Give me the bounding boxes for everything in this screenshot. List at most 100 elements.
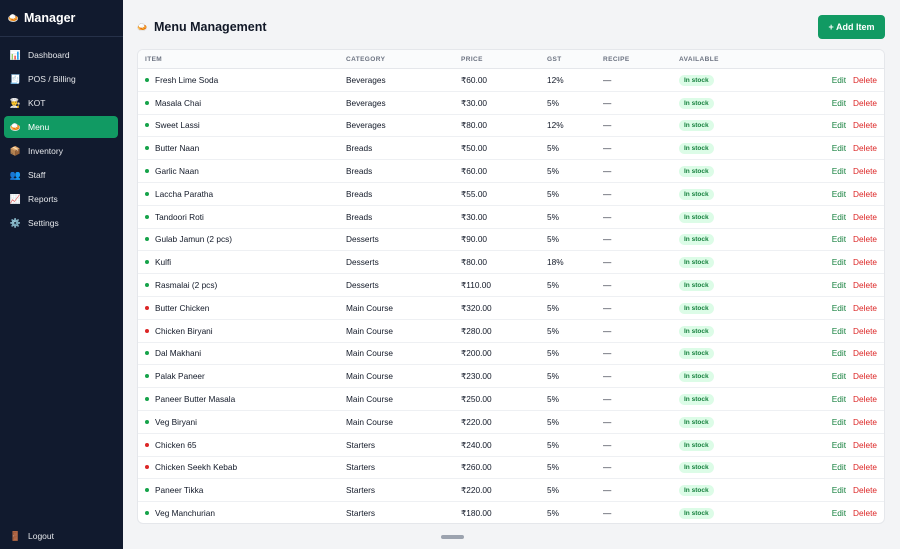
edit-link[interactable]: Edit — [831, 325, 847, 336]
delete-link[interactable]: Delete — [853, 439, 877, 450]
gst-cell: 5% — [547, 166, 559, 177]
edit-link[interactable]: Edit — [831, 234, 847, 245]
delete-link[interactable]: Delete — [853, 234, 877, 245]
category-cell: Breads — [346, 188, 373, 199]
column-header-available[interactable]: AVAILABLE — [679, 55, 719, 63]
delete-link[interactable]: Delete — [853, 416, 877, 427]
column-header-recipe[interactable]: RECIPE — [603, 55, 630, 63]
available-cell: In stock — [679, 325, 824, 337]
edit-link[interactable]: Edit — [831, 462, 847, 473]
edit-link[interactable]: Edit — [831, 280, 847, 291]
delete-link[interactable]: Delete — [853, 97, 877, 108]
sidebar-item-label: Inventory — [28, 146, 63, 156]
gst-cell: 12% — [547, 74, 564, 85]
delete-link[interactable]: Delete — [853, 74, 877, 85]
available-cell: In stock — [679, 165, 824, 178]
recipe-cell: — — [603, 234, 612, 245]
edit-link[interactable]: Edit — [831, 508, 847, 519]
edit-link[interactable]: Edit — [831, 371, 847, 382]
column-header-item[interactable]: ITEM — [145, 55, 163, 63]
sidebar-item-menu[interactable]: 🍛 Menu — [4, 116, 118, 138]
logout-button[interactable]: 🚪 Logout — [4, 529, 118, 543]
price-cell: ₹230.00 — [461, 371, 492, 382]
delete-link[interactable]: Delete — [853, 394, 877, 405]
item-cell: Butter Chicken — [138, 303, 346, 313]
item-cell: Kulfi — [138, 257, 346, 267]
edit-link[interactable]: Edit — [831, 166, 847, 177]
delete-link[interactable]: Delete — [853, 371, 877, 382]
edit-link[interactable]: Edit — [831, 485, 847, 496]
delete-link[interactable]: Delete — [853, 211, 877, 222]
edit-link[interactable]: Edit — [831, 302, 847, 313]
edit-link[interactable]: Edit — [831, 188, 847, 199]
row-actions: Edit Delete — [824, 75, 884, 85]
edit-link[interactable]: Edit — [831, 439, 847, 450]
sidebar-item-inventory[interactable]: 📦 Inventory — [4, 139, 118, 163]
sidebar: 🍛 Manager 📊 Dashboard 🧾 POS / Billing 👨‍🍳 KOT… — [0, 0, 123, 549]
available-cell: In stock — [679, 142, 824, 155]
table-row: Gulab Jamun (2 pcs) Desserts ₹90.00 5% — In s… — [138, 229, 884, 252]
scrollbar-handle[interactable] — [441, 535, 464, 539]
gst-cell: 5% — [547, 234, 559, 245]
column-header-gst[interactable]: GST — [547, 55, 562, 63]
delete-link[interactable]: Delete — [853, 143, 877, 154]
table-row: Butter Chicken Main Course ₹320.00 5% — In st… — [138, 297, 884, 320]
category-cell: Main Course — [346, 348, 394, 359]
sidebar-item-label: Dashboard — [28, 50, 70, 60]
item-cell: Palak Paneer — [138, 371, 346, 381]
table-row: Fresh Lime Soda Beverages ₹60.00 12% — In sto… — [138, 69, 884, 92]
column-header-category[interactable]: CATEGORY — [346, 55, 386, 63]
recipe-cell: — — [603, 394, 612, 405]
delete-link[interactable]: Delete — [853, 348, 877, 359]
table-row: Chicken Biryani Main Course ₹280.00 5% — In s… — [138, 320, 884, 343]
delete-link[interactable]: Delete — [853, 188, 877, 199]
sidebar-item-staff[interactable]: 👥 Staff — [4, 163, 118, 187]
status-badge: In stock — [679, 416, 714, 428]
row-actions: Edit Delete — [824, 166, 884, 176]
delete-link[interactable]: Delete — [853, 462, 877, 473]
edit-link[interactable]: Edit — [831, 97, 847, 108]
delete-link[interactable]: Delete — [853, 257, 877, 268]
delete-link[interactable]: Delete — [853, 280, 877, 291]
edit-link[interactable]: Edit — [831, 211, 847, 222]
edit-link[interactable]: Edit — [831, 348, 847, 359]
veg-indicator-dot — [145, 214, 149, 219]
delete-link[interactable]: Delete — [853, 485, 877, 496]
edit-link[interactable]: Edit — [831, 74, 847, 85]
sidebar-item-settings[interactable]: ⚙️ Settings — [4, 211, 118, 235]
status-badge: In stock — [679, 302, 714, 314]
edit-link[interactable]: Edit — [831, 416, 847, 427]
trend-icon: 📈 — [9, 193, 22, 204]
row-actions: Edit Delete — [824, 98, 884, 108]
receipt-icon: 🧾 — [9, 73, 22, 84]
sidebar-item-kot[interactable]: 👨‍🍳 KOT — [4, 91, 118, 115]
edit-link[interactable]: Edit — [831, 143, 847, 154]
sidebar-item-pos-billing[interactable]: 🧾 POS / Billing — [4, 67, 118, 91]
sidebar-item-label: POS / Billing — [28, 74, 76, 84]
edit-link[interactable]: Edit — [831, 257, 847, 268]
main-content: 🍛 Menu Management + Add Item ITEM CATEGO… — [123, 0, 900, 549]
price-cell: ₹250.00 — [461, 394, 492, 405]
item-cell: Chicken Seekh Kebab — [138, 462, 346, 472]
people-icon: 👥 — [9, 169, 22, 180]
table-row: Sweet Lassi Beverages ₹80.00 12% — In stock Ed… — [138, 115, 884, 138]
veg-indicator-dot — [145, 419, 149, 424]
delete-link[interactable]: Delete — [853, 120, 877, 131]
sidebar-nav: 📊 Dashboard 🧾 POS / Billing 👨‍🍳 KOT 🍛 Menu 📦 Inve… — [0, 37, 123, 235]
edit-link[interactable]: Edit — [831, 120, 847, 131]
delete-link[interactable]: Delete — [853, 302, 877, 313]
edit-link[interactable]: Edit — [831, 394, 847, 405]
veg-indicator-dot — [145, 123, 149, 128]
add-item-button[interactable]: + Add Item — [818, 15, 885, 39]
table-row: Paneer Butter Masala Main Course ₹250.00 5%… — [138, 388, 884, 411]
column-header-price[interactable]: PRICE — [461, 55, 483, 63]
available-cell: In stock — [679, 393, 824, 406]
row-actions: Edit Delete — [824, 212, 884, 222]
status-badge: In stock — [679, 166, 714, 178]
row-actions: Edit Delete — [824, 234, 884, 244]
delete-link[interactable]: Delete — [853, 166, 877, 177]
delete-link[interactable]: Delete — [853, 508, 877, 519]
sidebar-item-dashboard[interactable]: 📊 Dashboard — [4, 43, 118, 67]
sidebar-item-reports[interactable]: 📈 Reports — [4, 187, 118, 211]
delete-link[interactable]: Delete — [853, 325, 877, 336]
